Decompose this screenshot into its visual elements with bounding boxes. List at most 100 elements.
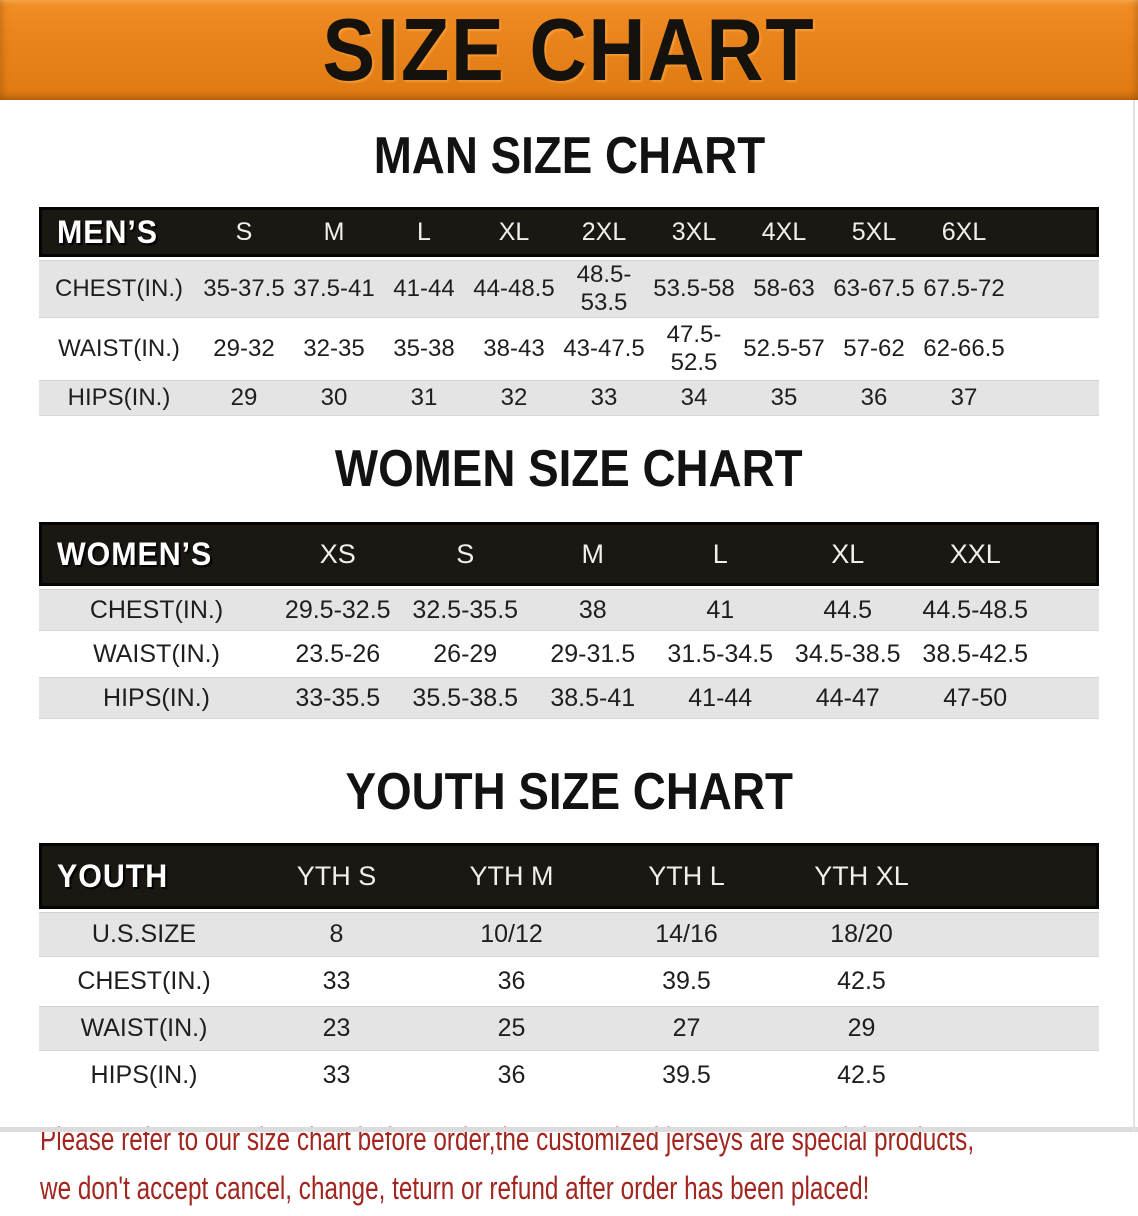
cell: 30: [289, 380, 379, 416]
group-label-text: YOUTH: [57, 857, 169, 894]
women-size-table: WOMEN’S XS S M L XL XXL CHEST(IN.) 29.5-32.5 32.5…: [39, 519, 1099, 722]
cell: 8: [249, 912, 424, 957]
row-label: WAIST(IN.): [39, 1006, 249, 1051]
column-header: L: [656, 522, 784, 586]
row-spacer: [1009, 321, 1099, 377]
youth-size-section: YOUTH SIZE CHART YOUTH YTH S YTH M YTH L YTH…: [0, 766, 1138, 1100]
group-label: WOMEN’S: [39, 522, 274, 586]
cell: 58-63: [739, 260, 829, 318]
cell: 52.5-57: [743, 335, 825, 362]
cell: 33-35.5: [274, 677, 402, 719]
cell: 36: [497, 1061, 526, 1089]
column-header: L: [379, 207, 469, 257]
cell: 33: [559, 380, 649, 416]
cell: 44-47: [784, 677, 912, 719]
column-header: YTH XL: [774, 843, 949, 909]
row-spacer: [1039, 589, 1099, 631]
cell: 63-67.5: [829, 260, 919, 318]
row-label: WAIST(IN.): [58, 335, 180, 362]
column-header: YTH M: [424, 843, 599, 909]
youth-section-heading: YOUTH SIZE CHART: [0, 766, 1138, 818]
cell: 35: [739, 380, 829, 416]
cell: 31: [379, 380, 469, 416]
cell: 23: [249, 1006, 424, 1051]
cell: 27: [599, 1006, 774, 1051]
youth-size-table: YOUTH YTH S YTH M YTH L YTH XL U.S.SIZE 8 10/12…: [39, 840, 1099, 1100]
cell: 44-48.5: [469, 260, 559, 318]
cell: 43-47.5: [563, 335, 645, 362]
column-header: M: [529, 522, 657, 586]
cell: 34: [649, 380, 739, 416]
cell: 14/16: [599, 912, 774, 957]
cell: 38: [529, 589, 657, 631]
cell: 39.5: [662, 967, 711, 995]
row-spacer: [1039, 677, 1099, 719]
row-label: HIPS(IN.): [39, 380, 199, 416]
cell: 47.5-52.5: [666, 321, 722, 376]
cell: 33: [322, 967, 351, 995]
cell: 32.5-35.5: [401, 589, 529, 631]
cell: 33: [322, 1061, 351, 1089]
cell: 23.5-26: [295, 639, 381, 668]
cell: 26-29: [433, 639, 498, 668]
column-header: S: [401, 522, 529, 586]
column-header: YTH L: [599, 843, 774, 909]
youth-section-heading-text: YOUTH SIZE CHART: [345, 763, 793, 821]
men-size-section: MAN SIZE CHART MEN’S S M L XL 2XL 3XL 4XL 5XL 6XL…: [0, 130, 1138, 419]
column-header: XXL: [911, 522, 1039, 586]
column-header: S: [199, 207, 289, 257]
disclaimer-text: Please refer to our size chart before or…: [40, 1118, 1138, 1216]
row-label: HIPS(IN.): [39, 677, 274, 719]
men-section-heading-text: MAN SIZE CHART: [373, 127, 765, 185]
page-title-text: SIZE CHART: [322, 0, 816, 99]
header-spacer: [1039, 522, 1099, 586]
cell: 38.5-41: [529, 677, 657, 719]
header-spacer: [1009, 207, 1099, 257]
table-row: CHEST(IN.) 35-37.5 37.5-41 41-44 44-48.5 48.5…: [39, 260, 1099, 318]
cell: 32: [469, 380, 559, 416]
cell: 29: [774, 1006, 949, 1051]
table-row: CHEST(IN.) 33 36 39.5 42.5: [39, 960, 1099, 1003]
cell: 41-44: [379, 260, 469, 318]
cell: 47-50: [911, 677, 1039, 719]
image-right-edge: [1133, 100, 1135, 1132]
cell: 39.5: [662, 1061, 711, 1089]
row-spacer: [1039, 634, 1099, 674]
table-row: WAIST(IN.) 29-32 32-35 35-38 38-43 43-47.5 47.…: [39, 321, 1099, 377]
men-section-heading: MAN SIZE CHART: [0, 130, 1138, 182]
cell: 62-66.5: [923, 335, 1005, 362]
cell: 32-35: [303, 335, 365, 362]
cell: 48.5-53.5: [559, 260, 649, 318]
banner: SIZE CHART: [0, 0, 1138, 100]
row-spacer: [949, 960, 1099, 1003]
row-spacer: [1009, 380, 1099, 416]
column-header: XS: [274, 522, 402, 586]
cell: 37.5-41: [289, 260, 379, 318]
women-size-section: WOMEN SIZE CHART WOMEN’S XS S M L XL XXL CHEST(…: [0, 443, 1138, 722]
cell: 44.5: [784, 589, 912, 631]
column-header: 3XL: [649, 207, 739, 257]
cell: 18/20: [774, 912, 949, 957]
group-label-text: MEN’S: [57, 213, 159, 250]
cell: 37: [919, 380, 1009, 416]
cell: 38-43: [483, 335, 545, 362]
group-label: MEN’S: [39, 207, 199, 257]
group-label: YOUTH: [39, 843, 249, 909]
cell: 41-44: [656, 677, 784, 719]
row-label: U.S.SIZE: [39, 912, 249, 957]
cell: 57-62: [843, 335, 905, 362]
row-spacer: [949, 1054, 1099, 1097]
row-spacer: [1009, 260, 1099, 318]
cell: 67.5-72: [919, 260, 1009, 318]
men-size-table: MEN’S S M L XL 2XL 3XL 4XL 5XL 6XL CHEST(IN.) 35-37…: [39, 204, 1099, 419]
column-header: 4XL: [739, 207, 829, 257]
cell: 29-32: [213, 335, 275, 362]
column-header: 2XL: [559, 207, 649, 257]
column-header: XL: [784, 522, 912, 586]
cell: 41: [656, 589, 784, 631]
table-row: U.S.SIZE 8 10/12 14/16 18/20: [39, 912, 1099, 957]
row-label: CHEST(IN.): [39, 589, 274, 631]
cell: 35-38: [393, 335, 455, 362]
cell: 31.5-34.5: [667, 639, 774, 668]
